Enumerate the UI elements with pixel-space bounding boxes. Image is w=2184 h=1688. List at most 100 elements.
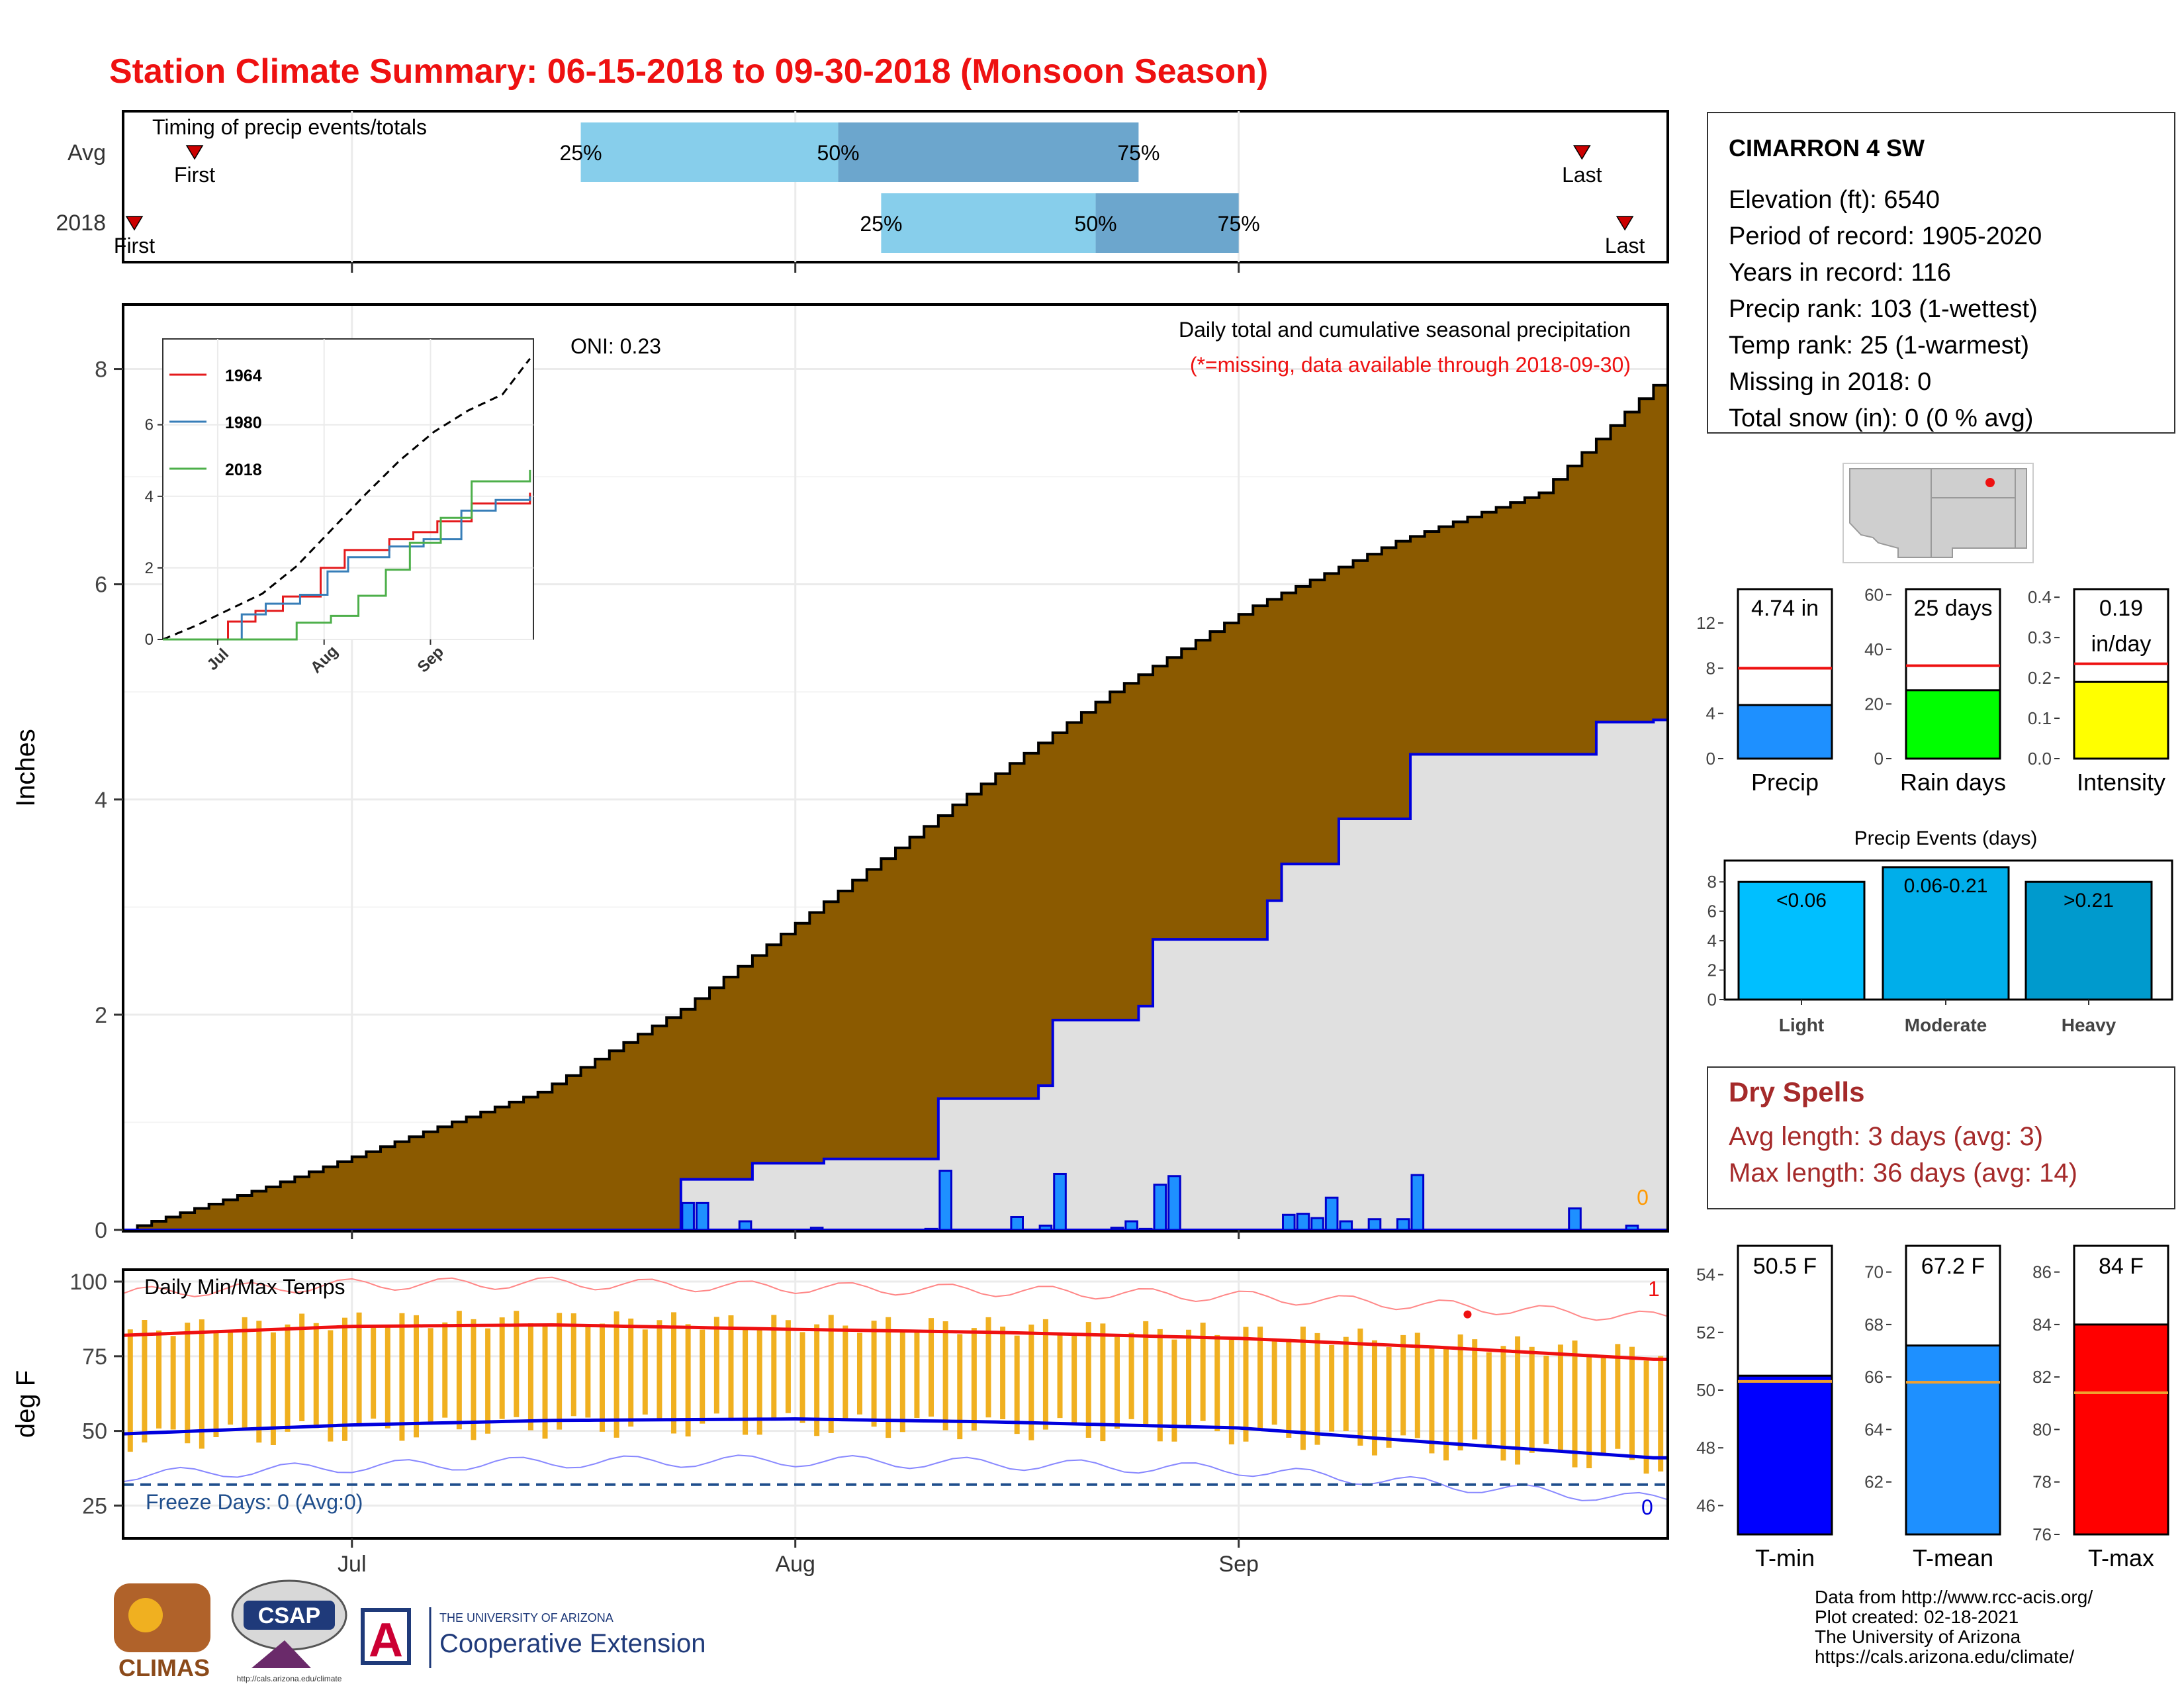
legend-1964-label: 1964: [225, 367, 262, 385]
timing-last-label: Last: [1605, 234, 1645, 258]
summary-bar-rain-days-y-tick-label: 60: [1864, 585, 1884, 604]
events-bar-label: >0.21: [2064, 890, 2114, 912]
summary-bar-rain-days-y-tick-label: 0: [1874, 749, 1884, 769]
daily-precip-bar: [1138, 1227, 1153, 1231]
timing-bar-q1-1: [881, 193, 1096, 253]
ua-logo-letter: A: [369, 1614, 403, 1667]
summary-bar-precip-value-bar: [1737, 704, 1833, 760]
station-location-marker: [1985, 478, 1995, 487]
missing-count: 0: [1637, 1186, 1649, 1209]
timing-pct-label: 50%: [1075, 212, 1117, 236]
timing-pct-label: 75%: [1117, 141, 1160, 165]
map-region-shape: [1849, 468, 2027, 558]
temp-x-tick-label: Sep: [1218, 1552, 1259, 1577]
temp-summary-t-min-y-tick-label: 54: [1696, 1265, 1715, 1285]
summary-bar-precip-y-tick-label: 4: [1706, 704, 1715, 724]
temp-y-tick-label: 75: [82, 1344, 107, 1370]
timing-last-label: Last: [1562, 163, 1602, 187]
precip-y-axis-label: Inches: [11, 729, 40, 807]
summary-bar-intensity-y-tick-label: 0.4: [2028, 587, 2052, 607]
timing-first-marker: [125, 216, 144, 231]
daily-precip-bar: [1053, 1172, 1067, 1231]
inset-series-1964: [163, 492, 531, 641]
record-low-line: [122, 1454, 1668, 1501]
avg-max-temp-line: [122, 1323, 1668, 1361]
main-y-tick-label: 8: [95, 357, 107, 383]
events-bar-label: 0.06-0.21: [1904, 875, 1988, 897]
events-y-tick-label: 0: [1707, 990, 1717, 1009]
dry-spells-frame: [1707, 1066, 2175, 1209]
main-y-tick-label: 6: [95, 573, 107, 598]
summary-bar-intensity-y-tick-label: 0.0: [2028, 749, 2052, 769]
csap-logo-url: http://cals.arizona.edu/climate: [237, 1674, 342, 1683]
station-name: CIMARRON 4 SW: [1729, 134, 1925, 162]
events-y-tick-label: 4: [1707, 931, 1717, 951]
temp-y-tick-label: 100: [69, 1270, 107, 1295]
daily-precip-bar: [938, 1170, 952, 1231]
daily-precip-bar: [1324, 1196, 1339, 1231]
temp-summary-t-mean-y-tick-label: 66: [1864, 1367, 1884, 1387]
station-years: Years in record: 116: [1729, 259, 1951, 287]
main-y-tick-label: 4: [95, 788, 107, 813]
inset-series-1980: [163, 496, 531, 641]
events-bar-moderate: [1882, 866, 2010, 1001]
main-y-tick-label: 0: [95, 1218, 107, 1243]
climas-logo: CLIMAS: [114, 1583, 210, 1681]
summary-bar-intensity-y-tick-label: 0.2: [2028, 668, 2052, 688]
temp-panel-frame: [122, 1268, 1669, 1540]
temp-summary-t-min-value-label: 50.5 F: [1753, 1254, 1817, 1279]
events-y-tick-label: 2: [1707, 961, 1717, 980]
station-info-box: CIMARRON 4 SW Elevation (ft): 6540 Perio…: [1707, 112, 2175, 434]
inset-series-2018: [163, 469, 531, 641]
timing-first-label: First: [174, 163, 215, 187]
temp-x-tick-label: Jul: [338, 1552, 366, 1577]
temp-summary-t-min-y-tick-label: 50: [1696, 1380, 1715, 1400]
timing-pct-label: 50%: [817, 141, 860, 165]
daily-precip-bar: [1110, 1227, 1124, 1231]
daily-precip-bar: [1124, 1220, 1138, 1231]
daily-precip-bar: [681, 1201, 695, 1231]
temp-summary-t-mean-label: T-mean: [1913, 1544, 1993, 1571]
climas-logo-text: CLIMAS: [118, 1654, 210, 1681]
temp-summary-t-mean-value-label: 67.2 F: [1921, 1254, 1985, 1279]
temp-summary-t-min-y-tick-label: 46: [1696, 1495, 1715, 1515]
daily-precip-bar: [1153, 1184, 1167, 1231]
credit-url: https://cals.arizona.edu/climate/: [1815, 1646, 2074, 1667]
timing-bar-q1-0: [580, 122, 839, 182]
legend-1980-label: 1980: [225, 414, 262, 432]
summary-bars: 0 4 8 12 Precip 4.74 in 0 20 40 60 Rain days 25 day…: [1696, 585, 2169, 796]
temp-panel-label: Daily Min/Max Temps: [144, 1275, 345, 1299]
events-x-tick-label: Moderate: [1905, 1015, 1987, 1035]
temp-summary-t-mean-y-tick-label: 70: [1864, 1262, 1884, 1282]
temp-summary-t-mean-value-bar: [1905, 1344, 2001, 1536]
timing-last-marker: [1615, 216, 1634, 231]
summary-bar-precip-y-tick-label: 0: [1706, 749, 1715, 769]
temp-summary-t-min-y-tick-label: 52: [1696, 1323, 1715, 1342]
timing-row-avg-label: Avg: [68, 140, 106, 165]
credit-plot-created: Plot created: 02-18-2021: [1815, 1607, 2019, 1627]
timing-bar-q2-1: [1095, 193, 1239, 253]
ua-logo-small-text: THE UNIVERSITY OF ARIZONA: [439, 1611, 614, 1624]
precip-panel: 0 2 4 6 8 Inches Daily total and cumulative …: [11, 303, 1669, 1243]
summary-bar-intensity-value-label: 0.19: [2099, 596, 2143, 621]
daily-precip-bar: [1310, 1217, 1324, 1231]
summary-bar-rain-days-y-tick-label: 20: [1864, 694, 1884, 714]
temp-summary-t-max-value-bar: [2073, 1323, 2169, 1536]
climas-logo-sun: [128, 1598, 163, 1632]
events-bar-light: [1737, 880, 1866, 1001]
daily-precip-bar: [1296, 1213, 1310, 1231]
dry-spells-title: Dry Spells: [1729, 1076, 1864, 1107]
legend-2018-label: 2018: [225, 461, 262, 479]
station-temp-rank: Temp rank: 25 (1-warmest): [1729, 332, 2029, 359]
page-title: Station Climate Summary: 06-15-2018 to 0…: [109, 52, 1268, 91]
timing-row-2018-label: 2018: [56, 211, 106, 236]
daily-precip-bar: [1339, 1220, 1353, 1231]
station-period: Period of record: 1905-2020: [1729, 222, 2042, 250]
events-y-tick-label: 6: [1707, 902, 1717, 921]
dry-spells-avg-line: Avg length: 3 days (avg: 3): [1729, 1122, 2043, 1151]
temp-summary-t-max-y-tick-label: 82: [2032, 1367, 2052, 1387]
events-x-tick-label: Heavy: [2062, 1015, 2116, 1035]
summary-bar-rain-days-value-bar: [1905, 689, 2001, 760]
summary-bar-rain-days-label: Rain days: [1900, 769, 2006, 796]
